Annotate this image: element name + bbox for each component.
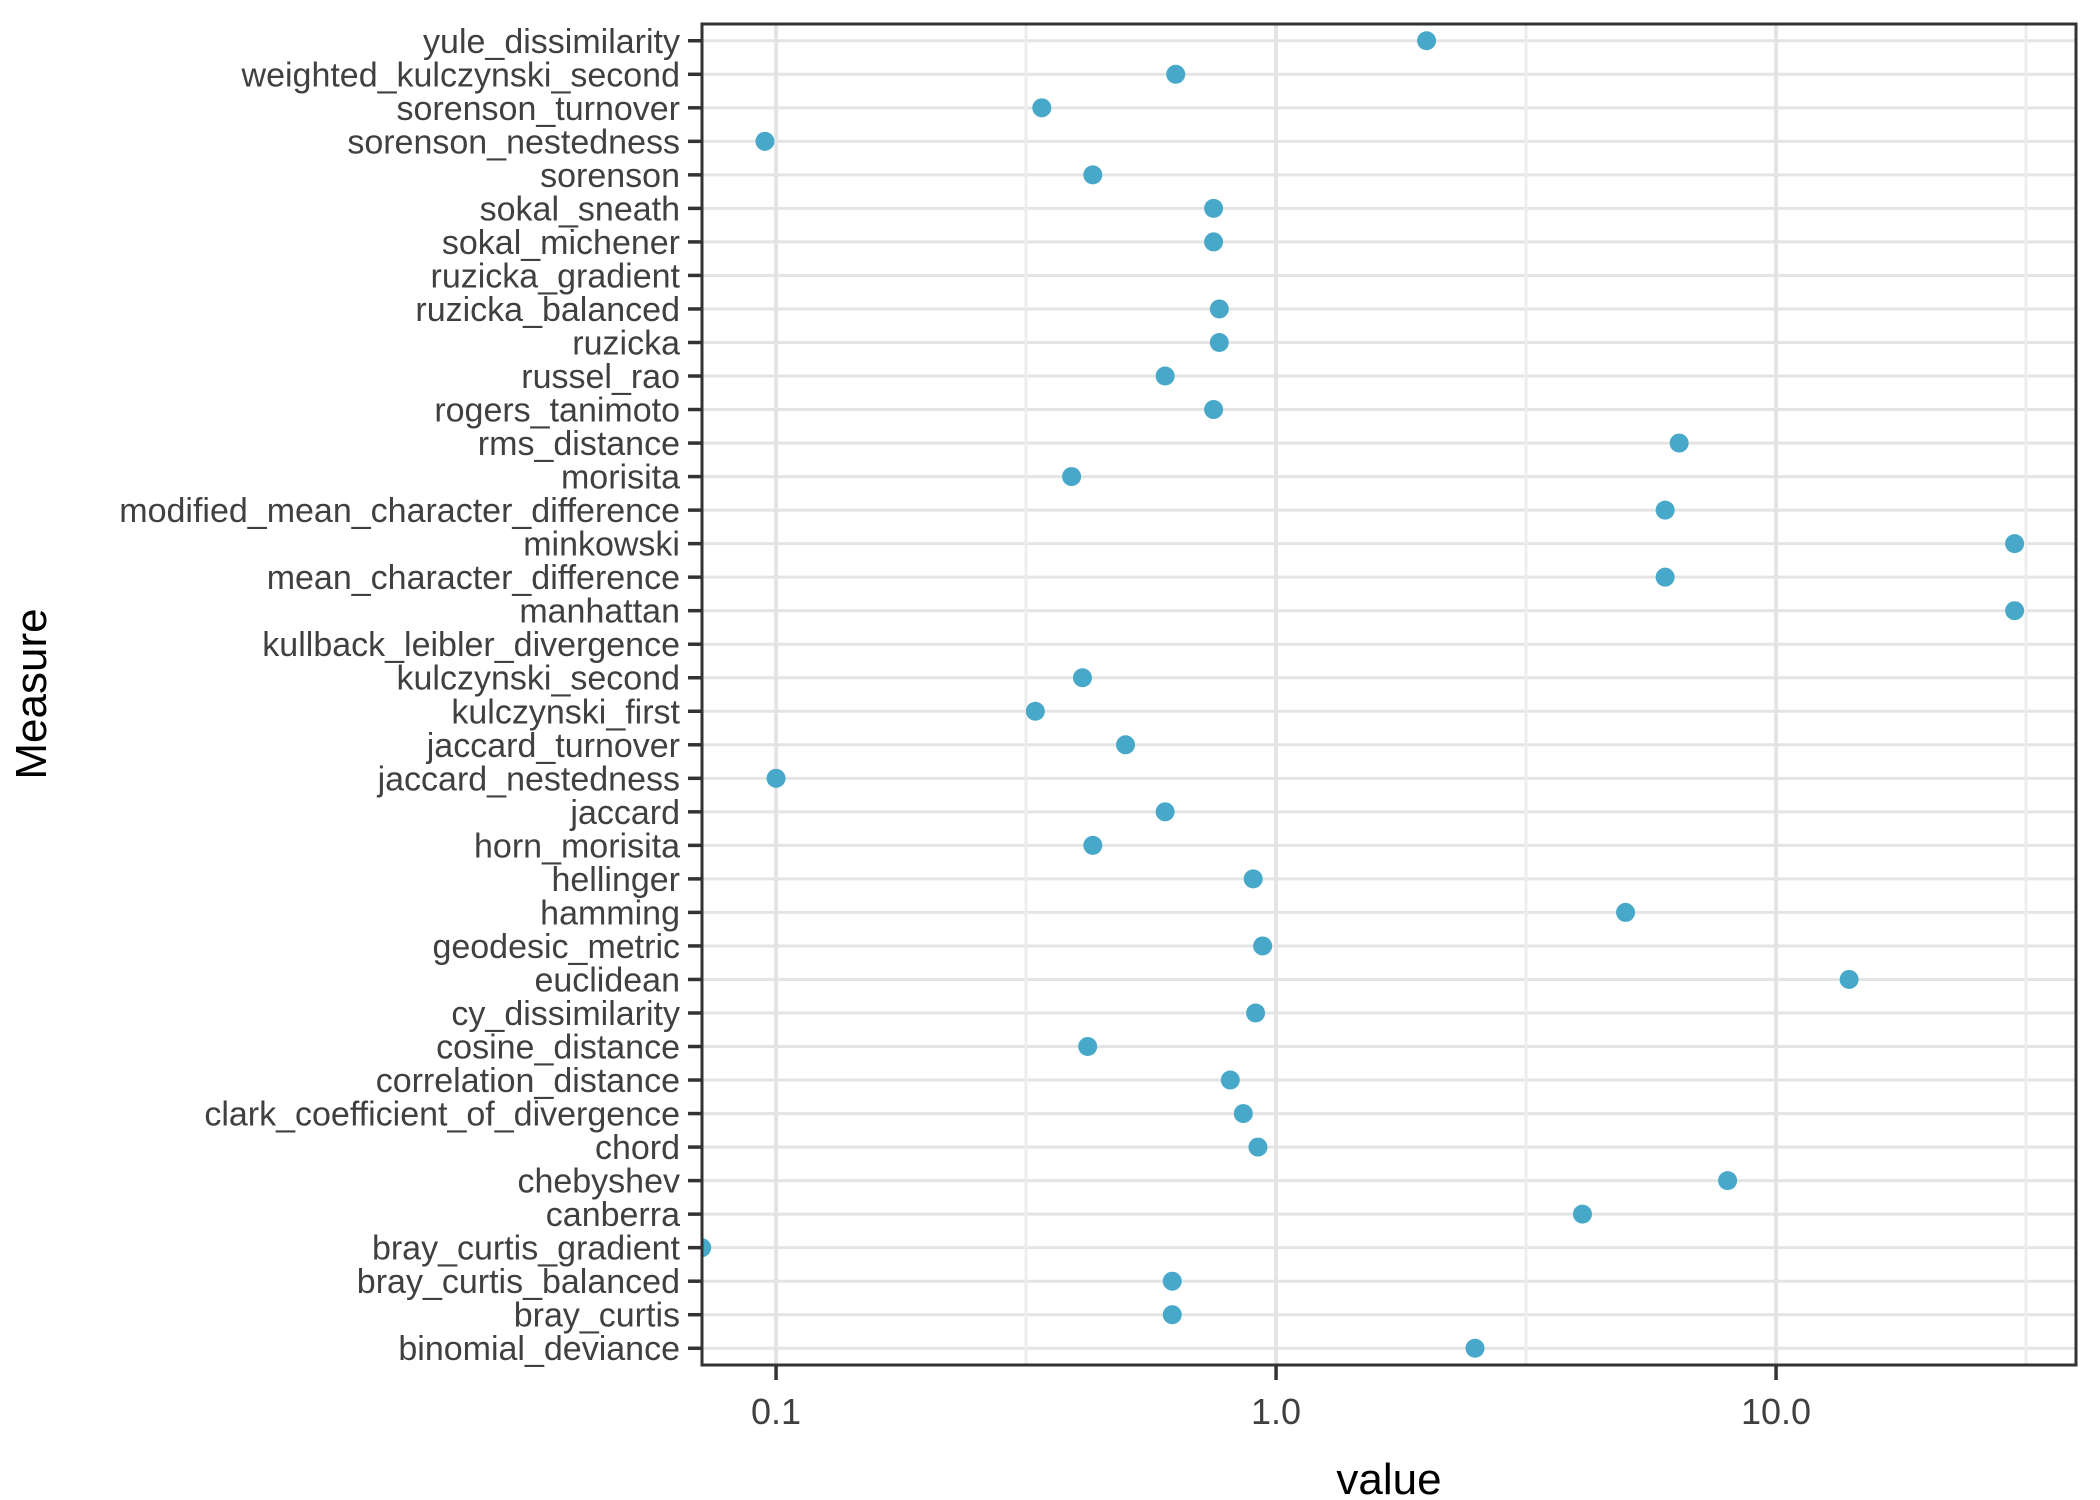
- y-tick-label: kullback_leibler_divergence: [262, 626, 680, 664]
- y-tick-label: modified_mean_character_difference: [119, 492, 680, 530]
- y-tick-label: chord: [595, 1129, 680, 1167]
- data-point-hellinger: [1243, 869, 1263, 889]
- data-point-sokal_michener: [1204, 232, 1224, 252]
- data-point-chord: [1248, 1137, 1268, 1157]
- y-tick-label: canberra: [546, 1196, 680, 1234]
- y-tick-label: yule_dissimilarity: [423, 23, 680, 61]
- y-tick-label: russel_rao: [521, 358, 680, 396]
- data-point-clark_coefficient_of_divergence: [1233, 1104, 1253, 1124]
- data-point-bray_curtis: [1162, 1305, 1182, 1325]
- data-point-geodesic_metric: [1253, 936, 1273, 956]
- y-tick-label: cosine_distance: [436, 1029, 680, 1067]
- data-point-jaccard: [1155, 802, 1175, 822]
- x-tick-label: 1.0: [1251, 1391, 1301, 1432]
- data-point-minkowski: [2005, 534, 2025, 554]
- y-tick-label: morisita: [561, 459, 680, 497]
- data-points: [702, 31, 2025, 1358]
- y-tick-label: ruzicka_gradient: [431, 257, 681, 295]
- data-point-sorenson_nestedness: [755, 131, 775, 151]
- plot-panel: [702, 24, 2076, 1365]
- y-tick-label: sokal_michener: [442, 224, 680, 262]
- y-tick-label: binomial_deviance: [398, 1330, 680, 1368]
- data-point-weighted_kulczynski_second: [1166, 64, 1186, 84]
- data-point-chebyshev: [1718, 1171, 1738, 1191]
- data-point-russel_rao: [1155, 366, 1175, 386]
- data-point-correlation_distance: [1220, 1070, 1240, 1090]
- data-point-jaccard_nestedness: [766, 768, 786, 788]
- y-tick-label: correlation_distance: [376, 1062, 680, 1100]
- y-tick-label: rms_distance: [478, 425, 680, 463]
- x-axis-title: value: [1336, 1455, 1441, 1500]
- y-tick-label: ruzicka_balanced: [415, 291, 680, 329]
- y-tick-label: chebyshev: [517, 1163, 680, 1201]
- y-tick-label: hellinger: [551, 861, 680, 899]
- data-point-euclidean: [1839, 969, 1859, 989]
- data-point-mean_character_difference: [1655, 567, 1675, 587]
- data-point-yule_dissimilarity: [1417, 31, 1437, 51]
- data-point-bray_curtis_gradient: [702, 1238, 712, 1258]
- y-tick-label: euclidean: [534, 961, 680, 999]
- data-point-sorenson: [1083, 165, 1103, 185]
- y-tick-label: kulczynski_second: [397, 660, 680, 698]
- y-tick-label: weighted_kulczynski_second: [241, 56, 680, 94]
- data-point-kulczynski_second: [1072, 668, 1092, 688]
- data-point-rogers_tanimoto: [1204, 400, 1224, 420]
- y-tick-label: clark_coefficient_of_divergence: [204, 1096, 680, 1134]
- data-point-jaccard_turnover: [1116, 735, 1136, 755]
- data-point-manhattan: [2005, 601, 2025, 621]
- y-tick-label: sorenson_nestedness: [347, 123, 680, 161]
- data-point-bray_curtis_balanced: [1162, 1271, 1182, 1291]
- y-tick-label: minkowski: [523, 526, 680, 564]
- y-tick-label: bray_curtis: [514, 1297, 680, 1335]
- y-tick-label: mean_character_difference: [267, 559, 680, 597]
- y-tick-label: sorenson: [540, 157, 680, 195]
- y-tick-label: geodesic_metric: [432, 928, 680, 966]
- x-axis-labels: 0.1 1.0 10.0: [751, 1391, 1811, 1432]
- data-point-cosine_distance: [1078, 1037, 1098, 1057]
- data-point-sorenson_turnover: [1032, 98, 1052, 118]
- y-axis-labels: yule_dissimilarityweighted_kulczynski_se…: [119, 23, 680, 1368]
- data-point-ruzicka_balanced: [1209, 299, 1229, 319]
- y-tick-label: bray_curtis_balanced: [357, 1263, 680, 1301]
- data-point-binomial_deviance: [1465, 1338, 1485, 1358]
- y-tick-label: bray_curtis_gradient: [372, 1230, 681, 1268]
- data-point-morisita: [1062, 467, 1082, 487]
- axis-tick-marks: [688, 39, 1778, 1380]
- y-tick-label: jaccard_nestedness: [377, 760, 680, 798]
- panel-border: [700, 22, 2078, 1367]
- y-tick-label: horn_morisita: [474, 827, 680, 865]
- y-tick-label: jaccard_turnover: [426, 727, 680, 765]
- y-tick-label: sokal_sneath: [480, 190, 680, 228]
- y-tick-label: jaccard: [569, 794, 680, 832]
- data-point-kulczynski_first: [1025, 701, 1045, 721]
- y-tick-label: cy_dissimilarity: [451, 995, 680, 1033]
- x-tick-label: 10.0: [1741, 1391, 1811, 1432]
- data-point-ruzicka: [1209, 332, 1229, 352]
- y-tick-label: rogers_tanimoto: [434, 392, 680, 430]
- gridlines: [702, 24, 2076, 1365]
- y-tick-label: manhattan: [519, 593, 680, 631]
- data-point-sokal_sneath: [1204, 198, 1224, 218]
- data-point-rms_distance: [1669, 433, 1689, 453]
- y-tick-label: hamming: [540, 894, 680, 932]
- y-tick-label: ruzicka: [572, 324, 680, 362]
- y-tick-label: sorenson_turnover: [396, 90, 680, 128]
- data-point-canberra: [1572, 1204, 1592, 1224]
- data-point-hamming: [1616, 902, 1636, 922]
- x-tick-label: 0.1: [751, 1391, 801, 1432]
- data-point-cy_dissimilarity: [1246, 1003, 1266, 1023]
- y-tick-label: kulczynski_first: [451, 693, 680, 731]
- data-point-horn_morisita: [1083, 835, 1103, 855]
- y-axis-title: Measure: [7, 608, 56, 779]
- data-point-modified_mean_character_difference: [1655, 500, 1675, 520]
